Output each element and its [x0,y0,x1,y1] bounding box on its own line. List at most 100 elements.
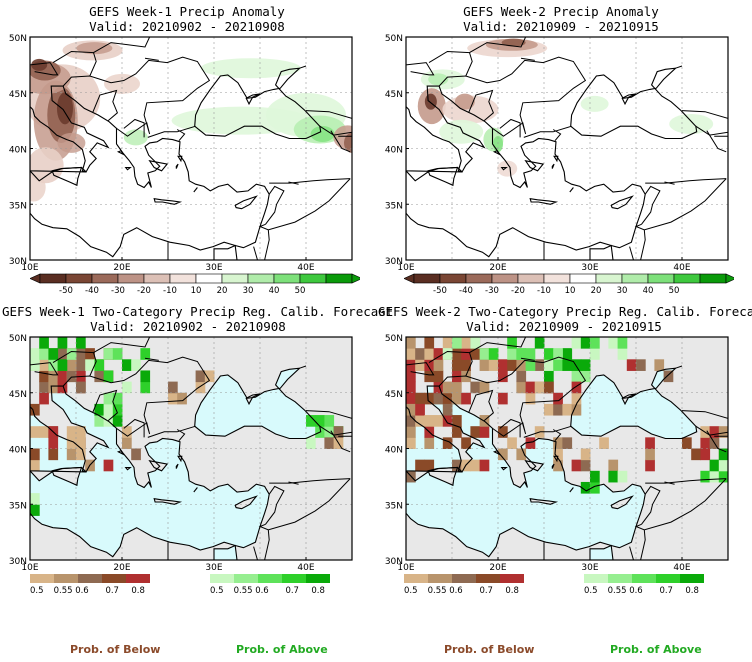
p4-lat-label: 40N [385,446,403,456]
colorbar-swatch [65,273,93,284]
p4-lon-label: 10E [397,563,414,573]
colorbar-swatch [54,574,78,583]
colorbar-tick-label: 0.8 [685,586,699,596]
colorbar-tick-label: -40 [459,286,473,296]
colorbar-tick-label: 40 [269,286,280,296]
week2-anomaly-colorbar: -50 -40 -30 -20 -10 10 20 30 40 50 [404,273,734,296]
colorbar-tick-label: 30 [617,286,628,296]
colorbar-swatch [247,273,275,284]
colorbar-swatch [543,273,571,284]
colorbar-tick-label: 0.6 [449,586,463,596]
colorbar-swatch [195,273,223,284]
p4-lat-label: 30N [385,557,403,567]
p3-lat-label: 30N [9,557,27,567]
colorbar-tick-label: 10 [565,286,576,296]
p3-lat-label: 45N [9,390,27,400]
colorbar-tick-label: 0.5 [404,586,418,596]
p2-lon-label: 10E [397,263,414,273]
colorbar-tick-label: 50 [295,286,306,296]
p3-lat-label: 35N [9,501,27,511]
colorbar-swatch [595,273,623,284]
colorbar-tick-label: 0.5 [30,586,44,596]
colorbar-tick-label: 0.6 [255,586,269,596]
colorbar-swatch [273,273,301,284]
prob-above-label-1: Prob. of Above [236,643,328,656]
colorbar-swatch [673,273,701,284]
p3-lon-label: 40E [297,563,314,573]
colorbar-tick-label: 0.5 [584,586,598,596]
colorbar-swatch [428,574,452,583]
colorbar-tick-label: 0.8 [131,586,145,596]
colorbar-tick-label: 0.7 [285,586,299,596]
p1-lon-label: 30E [205,263,222,273]
colorbar-swatch [632,574,656,583]
colorbar-tick-label: 0.55 [428,586,447,596]
p3-lon-label: 10E [21,563,38,573]
colorbar-swatch [404,574,428,583]
colorbar-swatch [91,273,119,284]
colorbar-tick-label: 0.7 [479,586,493,596]
colorbar-swatch [126,574,150,583]
p4-lon-label: 40E [673,563,690,573]
colorbar-swatch [680,574,704,583]
colorbar-swatch [102,574,126,583]
panel4-title: GEFS Week-2 Two-Category Precip Reg. Cal… [378,304,752,334]
p1-lon-label: 10E [21,263,38,273]
prob-above-label-2: Prob. of Above [610,643,702,656]
colorbar-tick-label: 20 [591,286,602,296]
p1-lon-label: 20E [113,263,130,273]
colorbar-tick-label: -10 [163,286,177,296]
colorbar-tick-label: -10 [537,286,551,296]
p4-lat-label: 45N [385,390,403,400]
colorbar-tick-label: -50 [59,286,73,296]
colorbar-swatch [452,574,476,583]
colorbar-tick-label: 0.6 [75,586,89,596]
p2-lat-label: 30N [385,257,403,267]
colorbar-tick-label: 0.8 [505,586,519,596]
p2-lon-label: 40E [673,263,690,273]
p4-lon-label: 30E [581,563,598,573]
p3-lat-label: 40N [9,446,27,456]
colorbar-swatch [517,273,545,284]
p4-lon-label: 20E [489,563,506,573]
panel3-title: GEFS Week-1 Two-Category Precip Reg. Cal… [2,304,394,334]
p2-lat-label: 35N [385,201,403,211]
colorbar-tick-label: -50 [433,286,447,296]
colorbar-tick-label: 40 [643,286,654,296]
colorbar-swatch [699,273,727,284]
colorbar-swatch [169,273,197,284]
colorbar-swatch [282,574,306,583]
colorbar-swatch [210,574,234,583]
colorbar-tick-label: 0.5 [210,586,224,596]
p1-lon-label: 40E [297,263,314,273]
week1-below-colorbar: 0.5 0.55 0.6 0.7 0.8 [30,574,150,596]
colorbar-tick-label: 0.55 [234,586,253,596]
colorbar-tick-label: 50 [669,286,680,296]
p1-lat-label: 40N [9,146,27,156]
colorbar-tick-label: 0.7 [659,586,673,596]
colorbar-swatch [476,574,500,583]
colorbar-tick-label: 30 [243,286,254,296]
colorbar-tick-label: -40 [85,286,99,296]
colorbar-swatch [143,273,171,284]
colorbar-swatch [647,273,675,284]
colorbar-tick-label: 20 [217,286,228,296]
colorbar-tick-label: -20 [511,286,525,296]
prob-below-label-1: Prob. of Below [70,643,161,656]
p1-lat-label: 45N [9,90,27,100]
colorbar-tick-label: 0.55 [54,586,73,596]
colorbar-swatch [608,574,632,583]
p1-lat-label: 35N [9,201,27,211]
colorbar-swatch [465,273,493,284]
week2-below-colorbar: 0.5 0.55 0.6 0.7 0.8 [404,574,524,596]
colorbar-tick-label: -30 [111,286,125,296]
panel2-title: GEFS Week-2 Precip Anomaly Valid: 2021090… [463,4,659,34]
colorbar-swatch [413,273,441,284]
prob-below-label-2: Prob. of Below [444,643,535,656]
colorbar-swatch [325,273,353,284]
panel1-title: GEFS Week-1 Precip Anomaly Valid: 2021090… [89,4,285,34]
p2-lat-label: 50N [385,34,403,44]
